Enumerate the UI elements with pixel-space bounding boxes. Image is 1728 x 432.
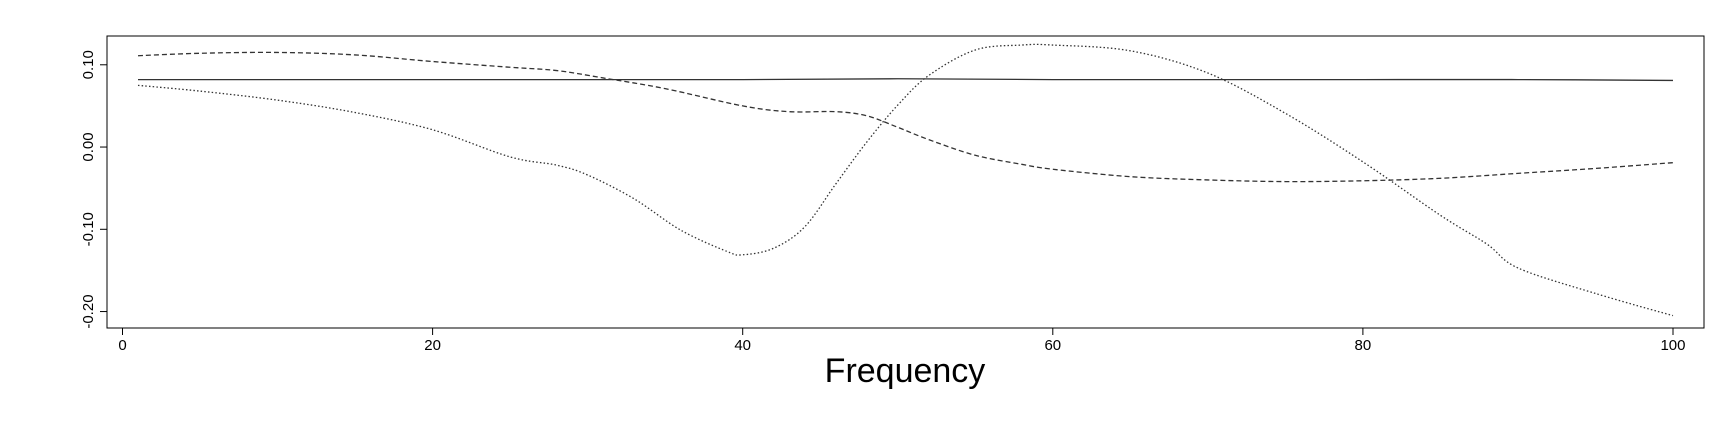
series-line-2-dashed <box>137 51 1674 183</box>
plot-frame <box>106 35 1705 329</box>
y-axis: 0.10 0.00 -0.10 -0.20 <box>80 50 107 329</box>
x-tick-label: 60 <box>1044 337 1061 354</box>
x-axis-title: Frequency <box>825 352 986 390</box>
y-tick-label: -0.20 <box>80 294 97 328</box>
x-tick-label: 0 <box>118 337 126 354</box>
x-tick-label: 20 <box>424 337 441 354</box>
series-layer <box>137 43 1674 317</box>
series-line-1-solid <box>138 78 1673 82</box>
series-line-3-dotted <box>137 43 1674 317</box>
x-tick-label: 40 <box>734 337 751 354</box>
y-tick-label: -0.10 <box>80 212 97 246</box>
y-tick-label: 0.10 <box>80 50 97 79</box>
x-tick-label: 100 <box>1660 337 1685 354</box>
x-axis: 0 20 40 60 80 100 <box>118 328 1686 354</box>
y-tick-label: 0.00 <box>80 132 97 161</box>
x-tick-label: 80 <box>1355 337 1372 354</box>
